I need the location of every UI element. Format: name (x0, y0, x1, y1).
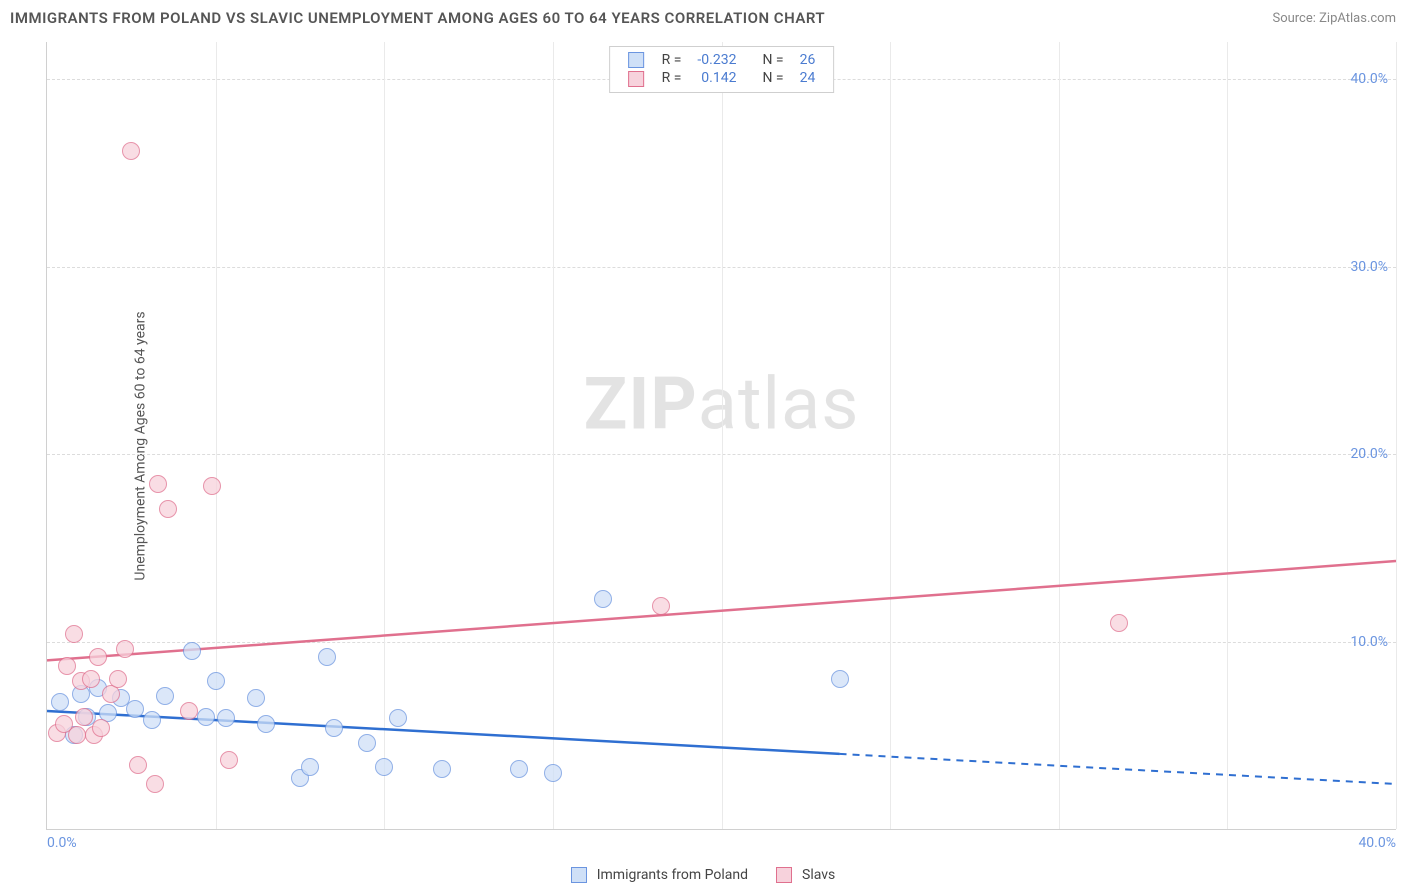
source-prefix: Source: (1272, 11, 1319, 26)
data-point-poland (301, 758, 319, 776)
data-point-slavs (116, 640, 134, 658)
data-point-slavs (129, 756, 147, 774)
y-tick-label: 30.0% (1350, 259, 1388, 275)
data-point-poland (183, 642, 201, 660)
data-point-slavs (159, 500, 177, 518)
source-credit: Source: ZipAtlas.com (1272, 11, 1396, 26)
data-point-poland (51, 693, 69, 711)
data-point-poland (544, 764, 562, 782)
data-point-slavs (180, 702, 198, 720)
legend-n-label: N = (744, 51, 791, 69)
legend-n-value-poland: 26 (792, 51, 824, 69)
series-legend: Immigrants from Poland Slavs (0, 858, 1406, 892)
data-point-poland (126, 700, 144, 718)
y-tick-label: 40.0% (1350, 71, 1388, 87)
gridline-v (1059, 42, 1060, 829)
legend-label-poland: Immigrants from Poland (597, 867, 748, 883)
legend-swatch-poland (571, 867, 587, 883)
data-point-poland (257, 715, 275, 733)
data-point-slavs (58, 657, 76, 675)
data-point-poland (389, 709, 407, 727)
legend-label-slavs: Slavs (802, 867, 835, 883)
data-point-poland (217, 709, 235, 727)
data-point-slavs (82, 670, 100, 688)
data-point-poland (375, 758, 393, 776)
data-point-poland (156, 687, 174, 705)
data-point-slavs (146, 775, 164, 793)
chart-title: IMMIGRANTS FROM POLAND VS SLAVIC UNEMPLO… (10, 9, 825, 27)
data-point-poland (318, 648, 336, 666)
data-point-slavs (203, 477, 221, 495)
gridline-v (216, 42, 217, 829)
legend-r-value-slavs: 0.142 (689, 69, 744, 87)
data-point-slavs (92, 719, 110, 737)
data-point-poland (510, 760, 528, 778)
data-point-slavs (65, 625, 83, 643)
legend-swatch-slavs (776, 867, 792, 883)
data-point-slavs (75, 708, 93, 726)
watermark-bold: ZIP (584, 362, 698, 447)
gridline-v (1227, 42, 1228, 829)
data-point-poland (325, 719, 343, 737)
data-point-poland (207, 672, 225, 690)
data-point-poland (594, 590, 612, 608)
y-tick-label: 10.0% (1350, 634, 1388, 650)
gridline-v (553, 42, 554, 829)
y-tick-label: 20.0% (1350, 446, 1388, 462)
gridline-v (384, 42, 385, 829)
legend-n-label: N = (744, 69, 791, 87)
data-point-poland (143, 711, 161, 729)
data-point-poland (358, 734, 376, 752)
data-point-slavs (89, 648, 107, 666)
gridline-v (1396, 42, 1397, 829)
data-point-slavs (652, 597, 670, 615)
legend-swatch-slavs (628, 71, 644, 87)
data-point-poland (197, 708, 215, 726)
plot-region: ZIPatlas R =-0.232N =26R =0.142N =24 10.… (46, 42, 1396, 830)
gridline-v (722, 42, 723, 829)
data-point-slavs (220, 751, 238, 769)
correlation-legend: R =-0.232N =26 R =0.142N =24 (609, 46, 835, 93)
legend-r-label: R = (654, 69, 690, 87)
legend-swatch-poland (628, 52, 644, 68)
data-point-slavs (68, 726, 86, 744)
data-point-slavs (149, 475, 167, 493)
chart-header: IMMIGRANTS FROM POLAND VS SLAVIC UNEMPLO… (0, 0, 1406, 36)
data-point-slavs (122, 142, 140, 160)
legend-r-label: R = (654, 51, 690, 69)
data-point-poland (247, 689, 265, 707)
data-point-slavs (1110, 614, 1128, 632)
chart-area: Unemployment Among Ages 60 to 64 years Z… (0, 36, 1406, 856)
legend-n-value-slavs: 24 (792, 69, 824, 87)
data-point-poland (433, 760, 451, 778)
trend-line-dashed-poland (840, 754, 1396, 784)
legend-r-value-poland: -0.232 (689, 51, 744, 69)
x-tick-label: 40.0% (1358, 835, 1396, 851)
gridline-v (890, 42, 891, 829)
source-link[interactable]: ZipAtlas.com (1319, 11, 1396, 26)
legend-item-slavs: Slavs (776, 867, 835, 883)
data-point-poland (831, 670, 849, 688)
legend-item-poland: Immigrants from Poland (571, 867, 748, 883)
x-tick-label: 0.0% (47, 835, 77, 851)
data-point-slavs (109, 670, 127, 688)
